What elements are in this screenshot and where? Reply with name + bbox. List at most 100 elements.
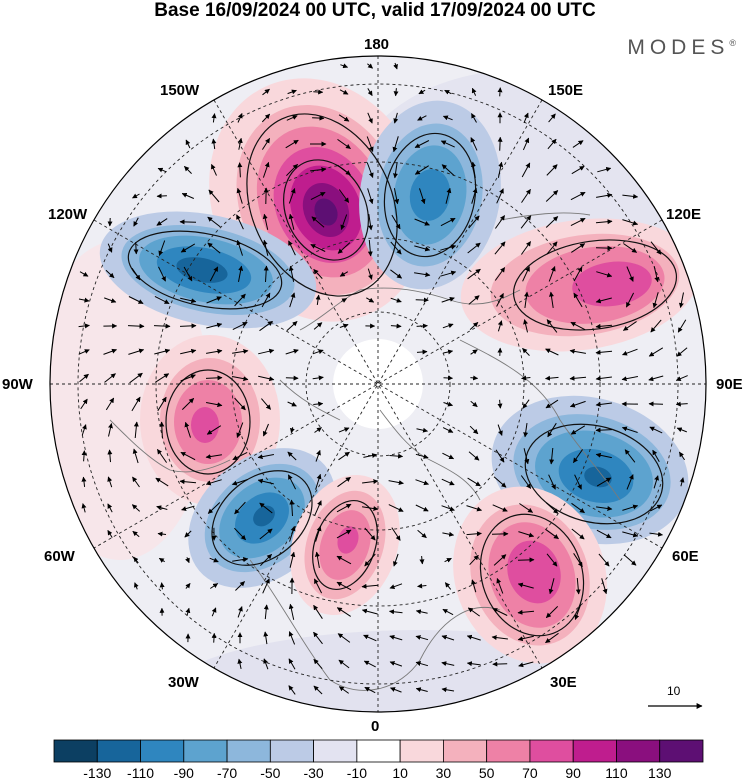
wind-vector bbox=[492, 608, 508, 616]
wind-vector bbox=[310, 244, 326, 252]
wind-vector bbox=[389, 609, 403, 615]
wind-vector bbox=[105, 269, 115, 279]
colorbar-tick-label: -10 bbox=[346, 765, 367, 781]
wind-vector bbox=[206, 402, 223, 408]
wind-vector bbox=[389, 661, 403, 667]
wind-vector bbox=[232, 557, 249, 562]
brand-name: MODES bbox=[627, 36, 730, 59]
wind-vector bbox=[569, 375, 587, 381]
wind-vector bbox=[494, 267, 506, 281]
wind-vector bbox=[180, 451, 196, 461]
wind-vector bbox=[336, 529, 352, 539]
wind-vector bbox=[497, 320, 503, 332]
colorbar-tick-label: -130 bbox=[83, 765, 112, 781]
lon-label-150w: 150W bbox=[160, 82, 200, 99]
wind-vector bbox=[415, 609, 428, 615]
wind-vector bbox=[417, 115, 427, 121]
wind-vector bbox=[313, 685, 323, 695]
wind-vector bbox=[315, 294, 321, 305]
wind-vector bbox=[679, 477, 685, 487]
wind-vector bbox=[207, 502, 221, 514]
wind-vector bbox=[181, 398, 195, 410]
wind-vector bbox=[236, 214, 244, 230]
wind-vector bbox=[262, 578, 270, 594]
wind-vector bbox=[206, 322, 223, 329]
wind-vector bbox=[415, 453, 429, 459]
colorbar-swatch bbox=[486, 739, 531, 763]
wind-vector bbox=[288, 188, 296, 204]
wind-vector bbox=[78, 323, 90, 329]
wind-vector bbox=[653, 475, 659, 489]
colorbar-swatch bbox=[616, 739, 661, 763]
wind-vector bbox=[469, 322, 479, 330]
wind-vector bbox=[520, 241, 532, 255]
wind-vector bbox=[517, 609, 535, 615]
wind-vector bbox=[545, 502, 559, 514]
wind-vector bbox=[678, 451, 686, 461]
wind-vector bbox=[466, 505, 482, 512]
wind-vector bbox=[518, 661, 534, 668]
wind-vector bbox=[315, 449, 321, 462]
wind-vector bbox=[441, 164, 455, 176]
wind-vector bbox=[389, 635, 403, 641]
wind-vector bbox=[466, 634, 481, 641]
wind-vector bbox=[206, 348, 223, 354]
brand-trademark: ® bbox=[729, 38, 736, 48]
map-title: Base 16/09/2024 00 UTC, valid 17/09/2024… bbox=[154, 0, 596, 21]
wind-vector bbox=[392, 136, 399, 153]
wind-vector bbox=[206, 296, 222, 304]
wind-vector bbox=[546, 164, 558, 176]
wind-vector bbox=[179, 323, 197, 329]
wind-vector bbox=[131, 267, 141, 281]
wind-vector bbox=[393, 112, 399, 124]
wind-vector bbox=[545, 528, 559, 540]
wind-vector bbox=[132, 193, 140, 199]
wind-vector bbox=[524, 291, 529, 308]
wind-vector bbox=[232, 376, 249, 382]
wind-vector bbox=[442, 323, 454, 329]
wind-vector bbox=[595, 401, 612, 407]
wind-vector bbox=[414, 165, 429, 175]
wind-vector bbox=[443, 401, 453, 407]
wind-vector bbox=[469, 554, 479, 566]
wind-vector bbox=[676, 347, 688, 357]
wind-vector bbox=[129, 372, 143, 384]
wind-vector bbox=[621, 376, 638, 382]
wind-vector bbox=[595, 452, 612, 459]
wind-vector bbox=[471, 579, 477, 593]
wind-vector bbox=[470, 137, 478, 151]
wind-vector bbox=[260, 553, 272, 567]
wind-vector bbox=[81, 424, 87, 436]
colorbar-swatch bbox=[140, 739, 185, 763]
wind-vector bbox=[289, 292, 296, 308]
wind-vector bbox=[313, 322, 323, 330]
wind-vector bbox=[416, 323, 428, 329]
wind-vector bbox=[338, 114, 350, 122]
wind-vector bbox=[132, 476, 140, 488]
wind-vector bbox=[131, 396, 141, 412]
wind-vector bbox=[156, 448, 168, 463]
wind-vector bbox=[338, 659, 350, 669]
wind-vector bbox=[621, 426, 638, 433]
wind-vector bbox=[440, 270, 457, 277]
wind-vector bbox=[546, 319, 558, 333]
wind-vector bbox=[231, 479, 248, 486]
wind-vector bbox=[521, 188, 531, 203]
wind-vector bbox=[440, 217, 456, 227]
lon-label-150e: 150E bbox=[548, 82, 584, 99]
wind-vector bbox=[595, 375, 612, 381]
wind-vector bbox=[366, 136, 374, 152]
wind-vector bbox=[104, 297, 117, 303]
wind-vector bbox=[623, 554, 637, 566]
wind-vector bbox=[471, 113, 477, 123]
wind-vector bbox=[103, 348, 117, 355]
wind-vector bbox=[571, 528, 585, 540]
wind-vector bbox=[389, 453, 404, 459]
wind-vector bbox=[184, 166, 192, 174]
wind-vector bbox=[315, 473, 322, 490]
wind-vector bbox=[497, 87, 503, 97]
wind-vector bbox=[364, 553, 376, 567]
wind-vector bbox=[547, 138, 557, 150]
wind-vector bbox=[601, 578, 608, 595]
wind-vector bbox=[649, 504, 663, 512]
